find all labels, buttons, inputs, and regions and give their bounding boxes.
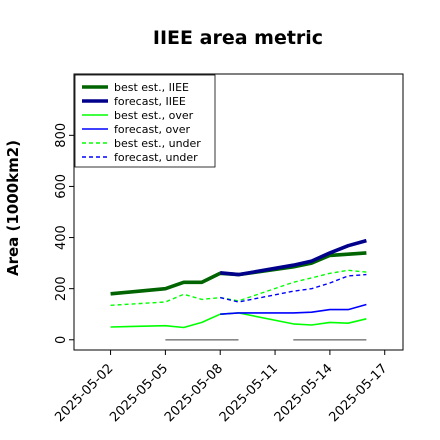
- series-line-4: [110, 269, 367, 306]
- y-tick-label: 0: [54, 336, 69, 344]
- plot-frame: [73, 73, 404, 351]
- series-line-2: [110, 312, 367, 329]
- series-layer: [110, 238, 367, 341]
- y-tick-label: 800: [54, 123, 69, 148]
- legend-label-1: forecast, IIEE: [114, 95, 186, 108]
- chart-title: IIEE area metric: [153, 27, 323, 49]
- series-line-3: [220, 303, 367, 315]
- legend-label-5: forecast, under: [114, 151, 198, 164]
- legend-label-0: best est., IIEE: [114, 81, 189, 94]
- legend-label-3: forecast, over: [114, 123, 190, 136]
- y-tick-label: 600: [54, 174, 69, 199]
- legend-label-2: best est., over: [114, 109, 194, 122]
- x-tick-label: 2025-05-08: [162, 361, 226, 425]
- series-line-5: [220, 273, 367, 303]
- y-tick-label: 200: [54, 276, 69, 301]
- legend-box: [74, 74, 216, 168]
- y-tick-label: 400: [54, 225, 69, 250]
- y-axis-label: Area (1000km2): [4, 140, 22, 276]
- x-tick-label: 2025-05-17: [326, 361, 390, 425]
- series-line-1: [220, 238, 367, 277]
- legend-label-4: best est., under: [114, 137, 201, 150]
